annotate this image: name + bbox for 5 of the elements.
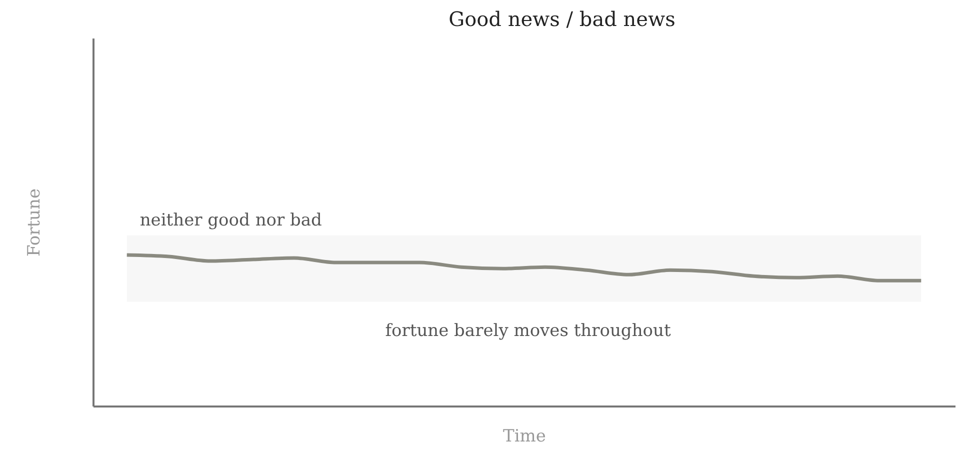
y-axis-title: Fortune <box>24 188 44 257</box>
annotation: fortune barely moves throughout <box>385 321 671 341</box>
band-label: neither good nor bad <box>140 210 322 230</box>
x-axis-title: Time <box>503 426 546 446</box>
chart-title: Good news / bad news <box>448 7 676 31</box>
